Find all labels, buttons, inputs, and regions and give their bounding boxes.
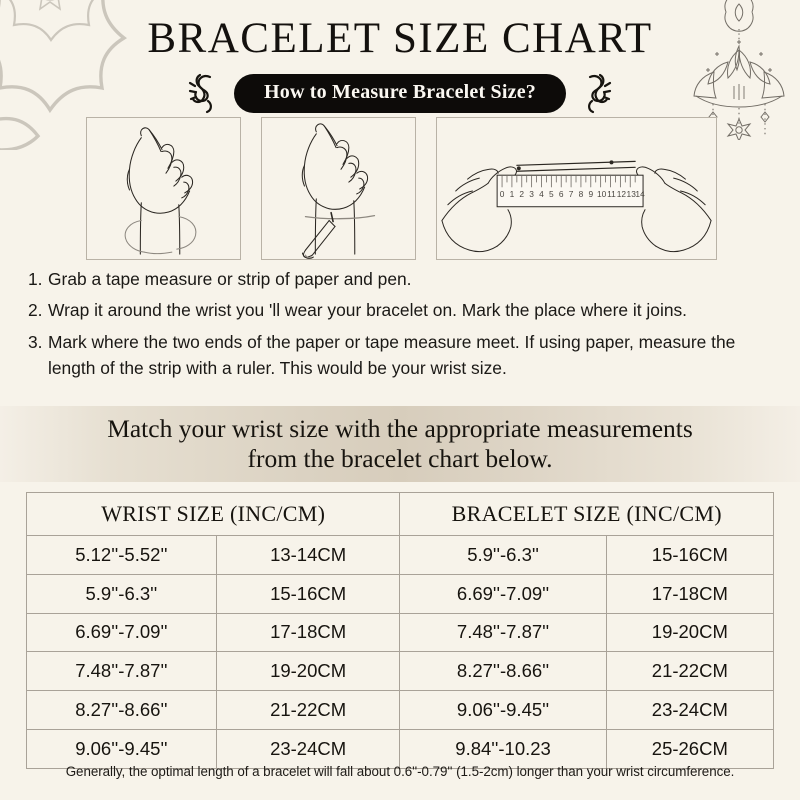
cell-bracelet-cm: 15-16CM bbox=[605, 535, 775, 575]
table-row: 7.48''-7.87'' 19-20CM 8.27''-8.66'' 21-2… bbox=[26, 651, 775, 692]
list-item: 1. Grab a tape measure or strip of paper… bbox=[28, 266, 776, 292]
table-header-row: WRIST SIZE (INC/CM) BRACELET SIZE (INC/C… bbox=[25, 492, 774, 536]
footer-note: Generally, the optimal length of a brace… bbox=[65, 764, 735, 779]
page-title: BRACELET SIZE CHART bbox=[147, 15, 653, 62]
cell-bracelet-cm: 19-20CM bbox=[605, 612, 775, 653]
cell-wrist-inch: 7.48''-7.87'' bbox=[26, 651, 217, 692]
svg-text:12: 12 bbox=[617, 189, 627, 199]
table-row: 9.06''-9.45'' 23-24CM 9.84''-10.23 25-26… bbox=[26, 728, 775, 769]
how-to-measure-badge: How to Measure Bracelet Size? bbox=[233, 73, 566, 113]
table-row: 8.27''-8.66'' 21-22CM 9.06''-9.45'' 23-2… bbox=[26, 690, 775, 730]
svg-text:1: 1 bbox=[510, 189, 515, 199]
cell-bracelet-inch: 9.84''-10.23 bbox=[399, 728, 607, 769]
flourish-ornament-icon bbox=[588, 73, 612, 114]
cell-bracelet-inch: 5.9''-6.3'' bbox=[399, 535, 607, 575]
cell-wrist-cm: 15-16CM bbox=[215, 573, 401, 614]
cell-bracelet-cm: 21-22CM bbox=[605, 651, 775, 692]
cell-bracelet-inch: 9.06''-9.45'' bbox=[399, 690, 607, 730]
svg-text:2: 2 bbox=[519, 189, 524, 199]
step-text: Grab a tape measure or strip of paper an… bbox=[48, 269, 412, 289]
list-item: 2. Wrap it around the wrist you 'll wear… bbox=[28, 297, 776, 323]
instruction-steps: 1. Grab a tape measure or strip of paper… bbox=[28, 266, 776, 387]
table-row: 6.69''-7.09'' 17-18CM 7.48''-7.87'' 19-2… bbox=[26, 612, 775, 653]
cell-bracelet-cm: 23-24CM bbox=[605, 690, 775, 730]
bracelet-size-table: WRIST SIZE (INC/CM) BRACELET SIZE (INC/C… bbox=[25, 492, 775, 769]
flourish-ornament-icon bbox=[188, 73, 212, 114]
step-text: Wrap it around the wrist you 'll wear yo… bbox=[48, 300, 688, 321]
column-header-wrist-size: WRIST SIZE (INC/CM) bbox=[25, 492, 401, 536]
table-row: 5.12''-5.52'' 13-14CM 5.9''-6.3'' 15-16C… bbox=[26, 535, 775, 575]
size-table-wrapper: WRIST SIZE (INC/CM) BRACELET SIZE (INC/C… bbox=[25, 492, 775, 769]
svg-text:9: 9 bbox=[588, 189, 593, 199]
cell-wrist-cm: 13-14CM bbox=[215, 535, 401, 575]
svg-text:8: 8 bbox=[579, 189, 584, 199]
cell-bracelet-cm: 17-18CM bbox=[605, 573, 775, 614]
banner-line-2: from the bracelet chart below. bbox=[247, 444, 553, 473]
svg-text:10: 10 bbox=[597, 189, 607, 199]
cell-bracelet-inch: 7.48''-7.87'' bbox=[399, 612, 607, 653]
step-number: 2. bbox=[28, 300, 43, 321]
cell-wrist-inch: 5.12''-5.52'' bbox=[26, 535, 217, 575]
match-size-banner: Match your wrist size with the appropria… bbox=[0, 406, 800, 482]
svg-text:3: 3 bbox=[529, 189, 534, 199]
cell-wrist-cm: 21-22CM bbox=[215, 690, 401, 730]
banner-line-1: Match your wrist size with the appropria… bbox=[107, 414, 693, 444]
step-number: 1. bbox=[28, 269, 43, 289]
svg-text:0: 0 bbox=[500, 189, 505, 199]
svg-text:7: 7 bbox=[569, 189, 574, 199]
cell-bracelet-cm: 25-26CM bbox=[605, 728, 775, 769]
table-row: 5.9''-6.3'' 15-16CM 6.69''-7.09'' 17-18C… bbox=[26, 573, 775, 614]
list-item: 3. Mark where the two ends of the paper … bbox=[28, 329, 776, 382]
svg-text:14: 14 bbox=[635, 189, 645, 199]
step-number: 3. bbox=[28, 331, 43, 352]
cell-wrist-inch: 6.69''-7.09'' bbox=[26, 612, 217, 653]
column-header-bracelet-size: BRACELET SIZE (INC/CM) bbox=[399, 492, 774, 536]
hand-marking-tape-with-pen-illustration bbox=[261, 117, 416, 260]
svg-text:6: 6 bbox=[559, 189, 564, 199]
svg-text:11: 11 bbox=[607, 189, 616, 199]
cell-bracelet-inch: 6.69''-7.09'' bbox=[399, 573, 607, 614]
cell-wrist-inch: 9.06''-9.45'' bbox=[26, 728, 217, 769]
step-text: Mark where the two ends of the paper or … bbox=[48, 331, 736, 379]
svg-text:13: 13 bbox=[627, 189, 637, 199]
svg-text:4: 4 bbox=[539, 189, 544, 199]
cell-wrist-cm: 17-18CM bbox=[215, 612, 401, 653]
svg-text:5: 5 bbox=[549, 189, 554, 199]
subtitle-badge-row: How to Measure Bracelet Size? bbox=[0, 72, 800, 114]
cell-wrist-cm: 23-24CM bbox=[215, 728, 401, 769]
cell-wrist-inch: 8.27''-8.66'' bbox=[26, 690, 217, 730]
cell-bracelet-inch: 8.27''-8.66'' bbox=[399, 651, 607, 692]
hand-with-tape-measure-illustration bbox=[86, 117, 241, 260]
cell-wrist-cm: 19-20CM bbox=[215, 651, 401, 692]
cell-wrist-inch: 5.9''-6.3'' bbox=[26, 573, 217, 614]
